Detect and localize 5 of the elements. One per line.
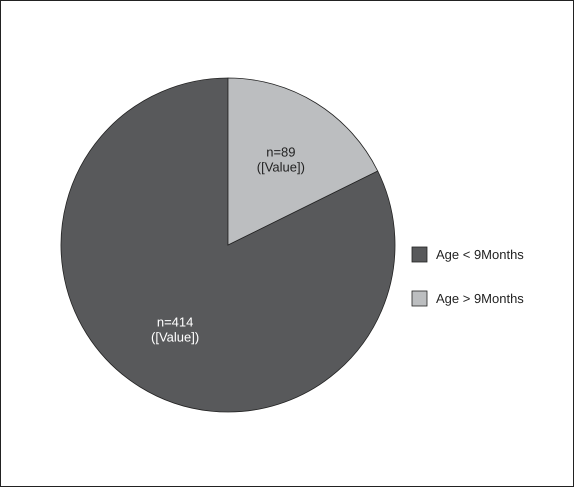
legend-label: Age > 9Months — [436, 291, 524, 306]
pie-slice — [60, 78, 396, 412]
legend-label: Age < 9Months — [436, 247, 524, 262]
data-label: n=414 ([Value]) — [151, 314, 200, 345]
data-label: n=89 ([Value]) — [256, 144, 305, 174]
